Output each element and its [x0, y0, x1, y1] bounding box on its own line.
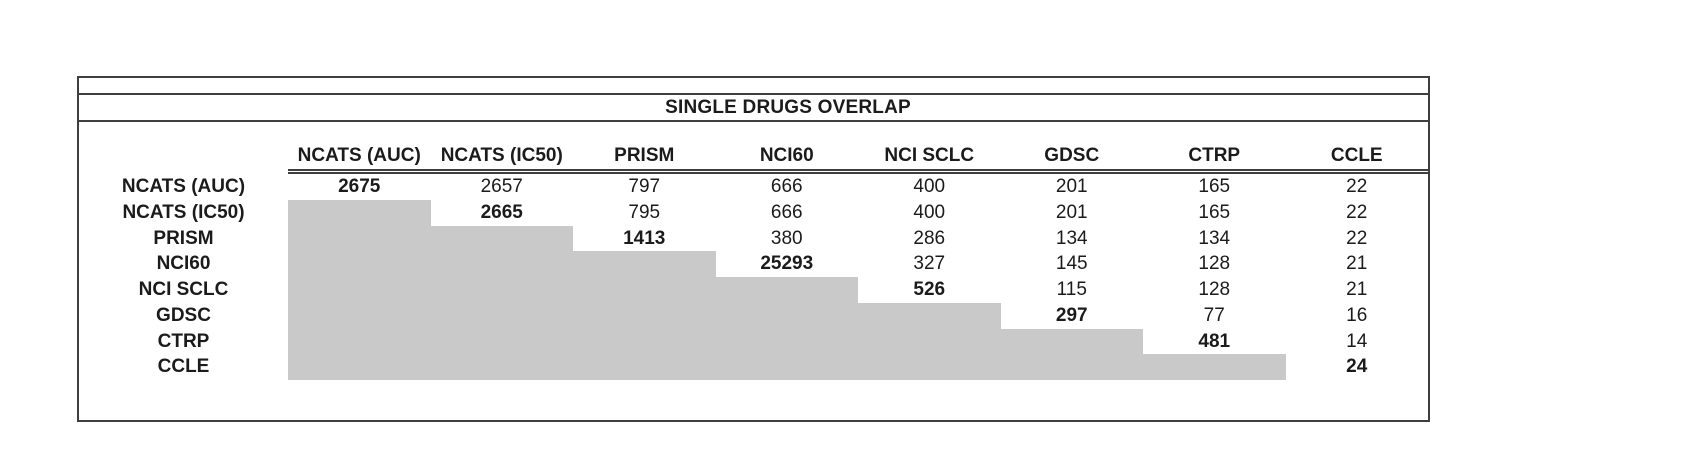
cell-gdsc-ccle: 16: [1346, 304, 1368, 326]
cell-nci60-nci-sclc: 327: [913, 253, 946, 275]
cell-prism-ccle: 22: [1346, 227, 1368, 249]
cell-ncats-ic50-ctrp: 165: [1198, 201, 1231, 223]
cell-nci60-prism: [573, 251, 716, 277]
column-header-ccle: CCLE: [1285, 138, 1428, 174]
cell-ccle-ccle: 24: [1346, 356, 1368, 378]
cell-ncats-auc-prism: 797: [628, 176, 661, 197]
cell-ccle-prism: [573, 354, 716, 380]
cell-nci-sclc-ccle: 21: [1346, 279, 1368, 300]
row-label-nci60: NCI60: [156, 253, 211, 275]
cell-gdsc-prism: [573, 302, 716, 329]
row-label-ncats-ic50: NCATS (IC50): [122, 201, 245, 223]
cell-gdsc-nci60: [715, 302, 858, 329]
cell-ncats-auc-ctrp: 165: [1198, 176, 1231, 197]
cell-prism-nci-sclc: 286: [913, 227, 946, 249]
cell-ctrp-nci60: [715, 328, 858, 355]
cell-ncats-auc-nci60: 666: [770, 176, 803, 197]
cell-nci60-gdsc: 145: [1055, 253, 1088, 275]
overlap-grid: NCATS (AUC) NCATS (IC50) PRISM NCI60 NCI SCL…: [79, 138, 1428, 380]
cell-ncats-auc-ccle: 22: [1346, 176, 1368, 197]
cell-ncats-ic50-prism: 795: [628, 201, 661, 223]
cell-nci-sclc-ncats-ic50: [430, 277, 573, 303]
row-label-nci-sclc: NCI SCLC: [138, 279, 229, 300]
cell-ctrp-ncats-ic50: [430, 328, 573, 355]
cell-ctrp-nci-sclc: [858, 328, 1001, 355]
row-label-prism: PRISM: [153, 227, 214, 249]
cell-nci-sclc-nci-sclc: 526: [913, 279, 946, 300]
cell-ncats-ic50-ncats-auc: [288, 199, 431, 226]
cell-ncats-auc-gdsc: 201: [1055, 176, 1088, 197]
cell-ccle-nci60: [715, 354, 858, 380]
cell-prism-ctrp: 134: [1198, 227, 1231, 249]
cell-gdsc-ncats-ic50: [430, 302, 573, 329]
cell-prism-prism: 1413: [623, 227, 666, 249]
cell-ncats-ic50-nci60: 666: [770, 201, 803, 223]
cell-ctrp-ncats-auc: [288, 328, 431, 355]
cell-ccle-ncats-auc: [288, 354, 431, 380]
corner-cell: [79, 138, 288, 174]
cell-ncats-ic50-nci-sclc: 400: [913, 201, 946, 223]
cell-ncats-ic50-gdsc: 201: [1055, 201, 1088, 223]
cell-gdsc-nci-sclc: [858, 302, 1001, 329]
cell-nci60-ccle: 21: [1346, 253, 1368, 275]
cell-nci-sclc-ctrp: 128: [1198, 279, 1231, 300]
column-header-ncats-ic50: NCATS (IC50): [430, 138, 573, 174]
cell-ctrp-prism: [573, 328, 716, 355]
column-header-ncats-auc: NCATS (AUC): [288, 138, 431, 174]
cell-gdsc-ncats-auc: [288, 302, 431, 329]
cell-nci60-ncats-ic50: [430, 251, 573, 277]
cell-ccle-ctrp: [1143, 354, 1286, 380]
cell-nci60-nci60: 25293: [760, 253, 814, 275]
cell-nci-sclc-gdsc: 115: [1056, 279, 1087, 300]
cell-ncats-auc-ncats-ic50: 2657: [480, 176, 523, 197]
empty-header-strip: [79, 78, 1428, 95]
cell-ccle-gdsc: [1000, 354, 1143, 380]
table-content: NCATS (AUC) NCATS (IC50) PRISM NCI60 NCI SCL…: [79, 122, 1428, 380]
cell-nci-sclc-prism: [573, 277, 716, 303]
cell-ccle-nci-sclc: [858, 354, 1001, 380]
column-header-prism: PRISM: [573, 138, 716, 174]
cell-ccle-ncats-ic50: [430, 354, 573, 380]
cell-nci60-ctrp: 128: [1198, 253, 1231, 275]
cell-ctrp-ccle: 14: [1346, 330, 1368, 352]
cell-ncats-ic50-ccle: 22: [1346, 201, 1368, 223]
row-label-gdsc: GDSC: [156, 304, 211, 326]
table-title-bar: SINGLE DRUGS OVERLAP: [79, 95, 1428, 122]
column-header-nci-sclc: NCI SCLC: [858, 138, 1001, 174]
column-header-gdsc: GDSC: [1000, 138, 1143, 174]
row-label-ctrp: CTRP: [157, 330, 210, 352]
cell-ctrp-gdsc: [1000, 328, 1143, 355]
cell-prism-ncats-ic50: [430, 225, 573, 252]
cell-prism-nci60: 380: [770, 227, 803, 249]
cell-nci-sclc-nci60: [715, 277, 858, 303]
cell-ctrp-ctrp: 481: [1198, 330, 1231, 352]
cell-gdsc-ctrp: 77: [1203, 304, 1225, 326]
cell-ncats-ic50-ncats-ic50: 2665: [480, 201, 523, 223]
cell-ncats-auc-nci-sclc: 400: [913, 176, 946, 197]
table-frame: SINGLE DRUGS OVERLAP NCATS (AUC) NCATS (I…: [77, 76, 1430, 422]
table-title: SINGLE DRUGS OVERLAP: [665, 97, 911, 118]
column-header-nci60: NCI60: [715, 138, 858, 174]
column-header-ctrp: CTRP: [1143, 138, 1286, 174]
row-label-ncats-auc: NCATS (AUC): [121, 176, 246, 197]
cell-nci60-ncats-auc: [288, 251, 431, 277]
cell-prism-gdsc: 134: [1055, 227, 1088, 249]
cell-ncats-auc-ncats-auc: 2675: [338, 176, 381, 197]
cell-nci-sclc-ncats-auc: [288, 277, 431, 303]
row-label-ccle: CCLE: [157, 356, 210, 378]
cell-gdsc-gdsc: 297: [1055, 304, 1088, 326]
cell-prism-ncats-auc: [288, 225, 431, 252]
